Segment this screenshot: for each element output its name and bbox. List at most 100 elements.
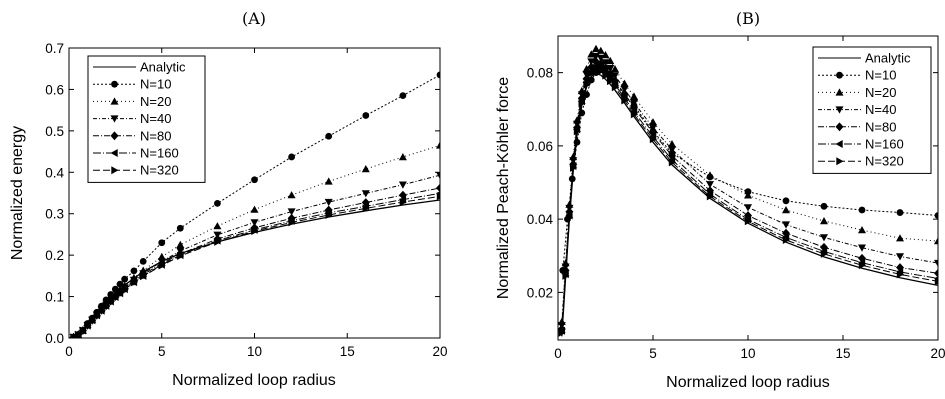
- legend-marker-b-6: [836, 157, 844, 166]
- data-point-b-3: [592, 52, 600, 61]
- legend-label-b-0: Analytic: [865, 51, 911, 66]
- data-point-a-6: [325, 211, 333, 219]
- data-point-b-2: [668, 140, 676, 148]
- data-point-b-2: [782, 206, 790, 214]
- data-point-b-6: [566, 213, 574, 222]
- legend-marker-a-6: [111, 166, 119, 175]
- ticks-b: 0 5 10 15 20 0.02 0.04 0.06 0.08: [527, 36, 945, 361]
- data-point-b-4: [601, 63, 610, 73]
- x-tick-label-a: 5: [158, 344, 166, 359]
- data-point-a-6: [436, 192, 440, 201]
- plot-area-b: [558, 44, 938, 337]
- data-point-a-3: [398, 181, 407, 189]
- data-point-b-6: [621, 96, 629, 105]
- plot-area-a: [69, 71, 440, 338]
- data-point-a-6: [116, 289, 124, 298]
- data-point-b-6: [570, 163, 578, 172]
- data-point-b-2: [596, 46, 605, 54]
- data-point-b-2: [934, 237, 938, 245]
- data-point-a-2: [436, 141, 440, 149]
- data-point-a-6: [98, 306, 106, 315]
- data-point-b-4: [896, 263, 904, 272]
- data-point-a-2: [324, 177, 333, 185]
- data-point-b-6: [668, 158, 676, 167]
- data-point-b-6: [573, 127, 581, 136]
- data-point-a-3: [436, 172, 440, 180]
- data-point-a-1: [121, 275, 129, 283]
- data-point-a-6: [107, 297, 115, 306]
- data-point-b-4: [587, 62, 596, 72]
- legend-marker-b-3: [835, 106, 844, 114]
- data-point-a-6: [112, 293, 120, 302]
- data-point-a-6: [130, 278, 138, 287]
- legend-label-b-3: N=40: [865, 102, 896, 117]
- data-point-b-3: [630, 99, 638, 107]
- data-point-a-3: [324, 198, 333, 207]
- data-point-b-6: [782, 236, 790, 244]
- data-point-b-2: [649, 118, 657, 126]
- data-point-a-6: [75, 330, 83, 338]
- data-point-b-2: [620, 79, 629, 87]
- data-point-b-6: [588, 69, 596, 78]
- legend-label-b-6: N=320: [865, 154, 904, 169]
- data-point-b-6: [649, 135, 657, 144]
- panel-label-a: (A): [242, 9, 266, 28]
- data-point-a-6: [140, 272, 148, 281]
- data-point-b-3: [744, 204, 752, 212]
- legend-label-a-6: N=320: [140, 163, 179, 178]
- data-point-a-6: [121, 285, 129, 294]
- data-point-a-1: [158, 239, 166, 247]
- data-point-a-6: [251, 227, 259, 236]
- legend-marker-a-4: [110, 131, 119, 141]
- series-line-b-2: [561, 48, 938, 322]
- y-tick-label-b: 0.08: [527, 66, 553, 81]
- data-point-a-2: [398, 153, 407, 161]
- legend-marker-b-1: [836, 71, 843, 79]
- data-point-a-1: [130, 267, 138, 275]
- data-point-b-6: [597, 67, 605, 76]
- data-point-a-1: [288, 153, 295, 161]
- legend-label-a-0: Analytic: [140, 60, 186, 75]
- ticks-a: 0 5 10 15 20 0.0 0.1 0.2 0.3 0.4 0.5 0.6 0.7: [45, 41, 447, 359]
- data-point-b-6: [592, 65, 600, 73]
- legend-label-b-5: N=160: [865, 137, 904, 152]
- legend-marker-b-5: [835, 140, 843, 148]
- data-point-b-3: [601, 59, 610, 67]
- y-tick-label-a: 0.2: [45, 248, 64, 263]
- data-point-b-3: [820, 234, 828, 242]
- legend-label-a-1: N=10: [140, 77, 171, 92]
- legend-label-b-2: N=20: [865, 85, 896, 100]
- x-tick-label-b: 20: [930, 346, 945, 361]
- data-point-a-1: [325, 132, 333, 140]
- legend-label-b-4: N=80: [865, 119, 896, 134]
- data-point-a-6: [102, 302, 111, 311]
- data-point-b-2: [744, 191, 752, 199]
- data-point-b-6: [896, 270, 904, 279]
- data-point-a-2: [176, 240, 185, 248]
- y-axis-title-b: Normalized Peach-Köhler force: [495, 77, 512, 299]
- data-point-b-6: [630, 110, 638, 119]
- data-point-b-6: [858, 261, 866, 270]
- data-point-a-4: [436, 183, 440, 193]
- y-tick-label-a: 0.3: [45, 207, 64, 222]
- data-point-b-3: [782, 221, 790, 229]
- data-point-a-6: [288, 218, 296, 227]
- data-point-b-6: [562, 271, 570, 280]
- legend-marker-b-2: [835, 88, 844, 96]
- legend-marker-a-3: [110, 115, 119, 123]
- legend-label-a-4: N=80: [140, 128, 171, 143]
- data-point-a-1: [399, 92, 407, 100]
- data-point-b-3: [706, 181, 714, 189]
- data-point-b-1: [858, 206, 866, 214]
- data-point-a-2: [361, 165, 370, 173]
- data-point-b-4: [582, 74, 591, 84]
- data-point-a-6: [362, 204, 370, 213]
- data-point-b-6: [602, 71, 610, 80]
- data-point-b-6: [583, 80, 591, 89]
- legend-box-a: [87, 55, 206, 183]
- legend-label-b-1: N=10: [865, 68, 896, 83]
- x-tick-label-a: 0: [65, 344, 73, 359]
- data-point-b-6: [706, 192, 714, 201]
- data-point-b-3: [649, 124, 657, 132]
